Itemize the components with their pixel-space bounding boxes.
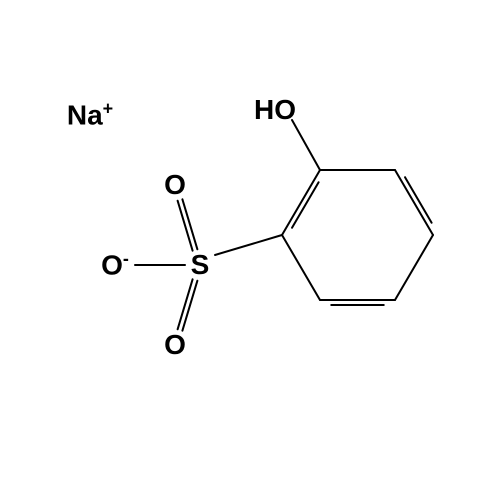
atom-text: HO (254, 94, 296, 125)
atom-na: Na+ (67, 98, 113, 131)
atom-text: O (164, 329, 186, 360)
atom-charge: + (103, 98, 114, 118)
atom-text: O (101, 250, 123, 281)
atom-text: O (164, 169, 186, 200)
atom-o_bottom: O (164, 329, 186, 361)
atom-o_left: O- (101, 248, 129, 281)
molecule-canvas (0, 0, 500, 500)
atom-s: S (191, 249, 210, 281)
atom-text: S (191, 249, 210, 280)
atom-charge: - (123, 248, 129, 268)
atom-ho: HO (254, 94, 296, 126)
atom-text: Na (67, 100, 103, 131)
atom-o_top: O (164, 169, 186, 201)
